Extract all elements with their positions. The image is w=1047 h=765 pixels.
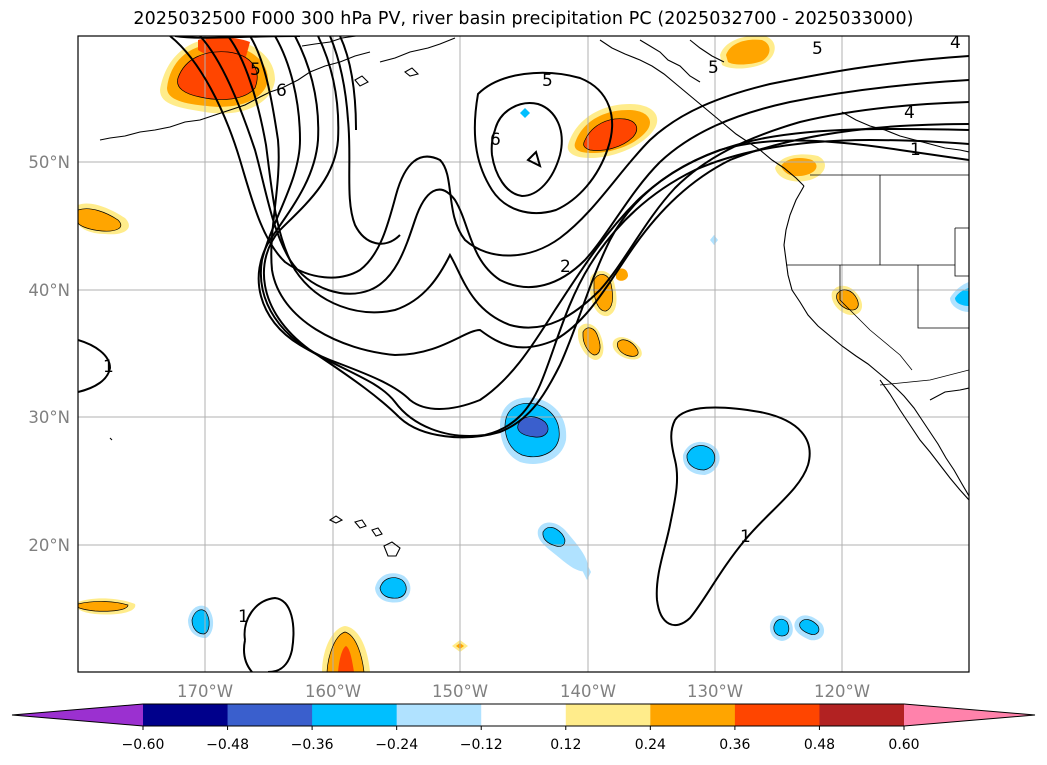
- colorbar-segment: [734, 704, 820, 726]
- lon-tick-label: 120°W: [814, 682, 870, 701]
- colorbar-tick-label: 0.12: [550, 737, 581, 753]
- colorbar-segment: [143, 704, 229, 726]
- lat-tick-label: 30°N: [28, 408, 70, 427]
- colorbar-segment: [396, 704, 482, 726]
- lon-tick-label: 150°W: [432, 682, 488, 701]
- precip-negative-shading: [188, 108, 969, 641]
- colorbar-tick-label: 0.36: [719, 737, 750, 753]
- contour-label: 1: [910, 140, 921, 160]
- colorbar-tick-label: −0.24: [375, 737, 418, 753]
- longitude-tick-labels: 170°W 160°W 150°W 140°W 130°W 120°W: [177, 682, 870, 701]
- colorbar-tick-label: 0.24: [635, 737, 666, 753]
- contour-label: 4: [904, 103, 915, 123]
- map-title: 2025032500 F000 300 hPa PV, river basin …: [133, 9, 914, 29]
- plot-frame: [77, 35, 970, 673]
- lat-tick-label: 20°N: [28, 536, 70, 555]
- colorbar-tick-label: 0.60: [888, 737, 919, 753]
- pv-contours: [78, 36, 969, 672]
- shade-outlines: [78, 51, 859, 672]
- latitude-tick-labels: 50°N 40°N 30°N 20°N: [28, 153, 70, 555]
- colorbar-extend-high: [904, 704, 1035, 726]
- colorbar-segment: [819, 704, 905, 726]
- contour-label: 5: [542, 71, 553, 91]
- colorbar-segment: [650, 704, 736, 726]
- contour-label: 4: [950, 33, 961, 53]
- contour-label: 6: [490, 130, 501, 150]
- lon-tick-label: 130°W: [687, 682, 743, 701]
- colorbar-segment: [312, 704, 398, 726]
- colorbar-segment: [481, 704, 567, 726]
- colorbar-tick-label: −0.36: [291, 737, 334, 753]
- colorbar: −0.60 −0.48 −0.36 −0.24 −0.12 0.12 0.24 0.36 0.4…: [11, 703, 1036, 753]
- lon-tick-label: 170°W: [177, 682, 233, 701]
- colorbar-tick-label: 0.48: [804, 737, 835, 753]
- colorbar-tick-label: −0.48: [206, 737, 249, 753]
- colorbar-tick-label: −0.60: [122, 737, 165, 753]
- map-plot-area: 5 6 5 6 5 5 4 4 1 2 1 1 1: [78, 33, 969, 672]
- contour-label: 5: [250, 60, 261, 80]
- lat-tick-label: 40°N: [28, 281, 70, 300]
- contour-label: 5: [708, 58, 719, 78]
- graticule: [78, 36, 969, 672]
- contour-label: 5: [812, 39, 823, 59]
- colorbar-segment: [565, 704, 651, 726]
- contour-label: 1: [103, 357, 114, 377]
- lon-tick-label: 160°W: [305, 682, 361, 701]
- contour-labels: 5 6 5 6 5 5 4 4 1 2 1 1 1: [103, 33, 961, 627]
- contour-label: 1: [740, 527, 751, 547]
- lon-tick-label: 140°W: [560, 682, 616, 701]
- colorbar-extend-low: [12, 704, 143, 726]
- colorbar-tick-label: −0.12: [460, 737, 503, 753]
- coastlines: [99, 36, 969, 557]
- contour-label: 6: [276, 81, 287, 101]
- precip-positive-shading: [78, 36, 863, 672]
- contour-label: 1: [238, 607, 249, 627]
- colorbar-segment: [227, 704, 313, 726]
- political-borders: [786, 36, 969, 386]
- lat-tick-label: 50°N: [28, 153, 70, 172]
- contour-label: 2: [560, 257, 571, 277]
